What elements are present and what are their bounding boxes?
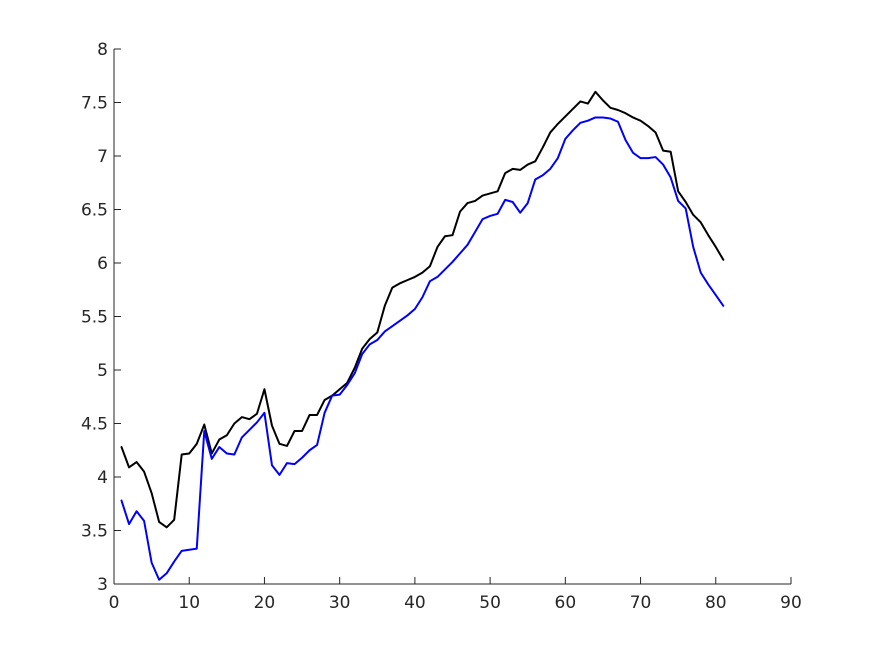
x-tick-label: 0 [109,593,120,613]
series-line-black [120,90,725,529]
y-tick-label: 5.5 [81,308,108,328]
y-tick-label: 8 [97,40,108,60]
y-tick-label: 5 [97,361,108,381]
x-tick-label: 90 [780,593,802,613]
y-tick-label: 3 [97,575,108,595]
x-tick-label: 60 [555,593,577,613]
y-tick-label: 6 [97,254,108,274]
series-line-blue [120,116,725,581]
x-tick-label: 70 [630,593,652,613]
y-tick-label: 6.5 [81,201,108,221]
y-tick-label: 4.5 [81,415,108,435]
x-tick-label: 30 [329,593,351,613]
y-tick-label: 7.5 [81,94,108,114]
x-tick-label: 10 [178,593,200,613]
tick-labels: 0 10 20 30 40 50 60 70 80 90 3 3.5 4 4.5 5 5.5 6 6.5 7 7.5 8 [81,40,802,613]
x-tick-label: 20 [254,593,276,613]
x-tick-label: 80 [705,593,727,613]
y-tick-label: 7 [97,147,108,167]
y-tick-label: 4 [97,468,108,488]
x-tick-label: 50 [479,593,501,613]
y-tick-label: 3.5 [81,522,108,542]
axes [113,48,792,585]
x-tick-label: 40 [404,593,426,613]
series-layer [120,90,725,581]
